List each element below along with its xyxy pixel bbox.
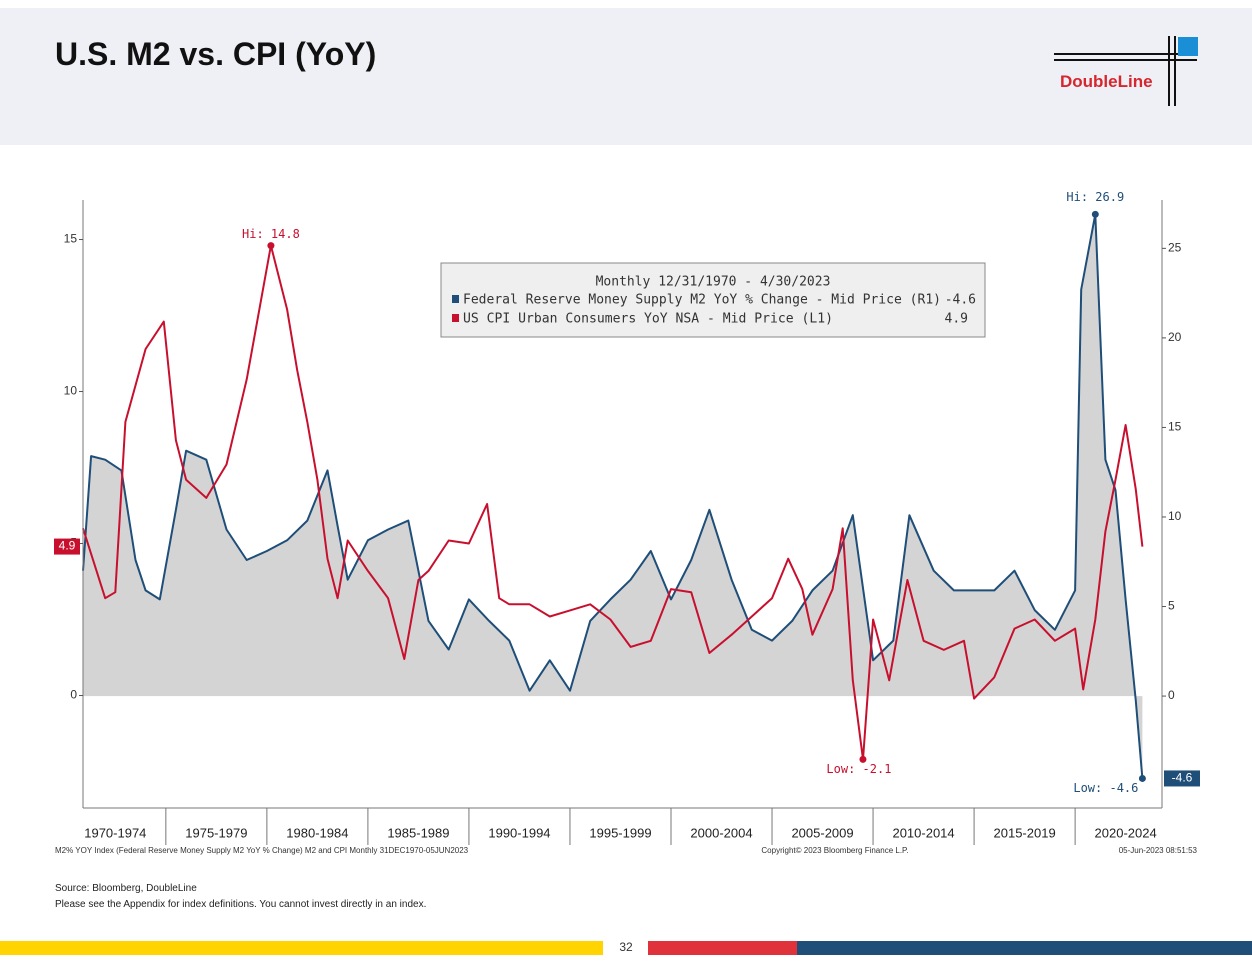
footer-bar [797,941,1252,955]
x-tick-label: 2020-2024 [1095,825,1157,840]
line [82,244,1144,761]
y2-tick-label: 15 [1168,420,1182,434]
legend-last-value: 4.9 [945,312,968,327]
legend-title: Monthly 12/31/1970 - 4/30/2023 [596,275,831,290]
x-tick-label: 1990-1994 [488,825,550,840]
x-tick-label: 1995-1999 [589,825,651,840]
last-value-label: 4.9 [59,539,76,553]
x-tick-label: 1980-1984 [286,825,348,840]
y-tick-label: 10 [64,384,78,398]
annotation-dot [1138,774,1146,782]
y2-tick-label: 10 [1168,509,1182,523]
line [82,213,1144,779]
last-value-box [1164,770,1200,787]
logo-graphic [1054,36,1198,106]
footnote: M2% YOY Index (Federal Reserve Money Sup… [55,846,469,855]
x-tick-label: 2010-2014 [892,825,954,840]
title: U.S. M2 vs. CPI (YoY) [55,36,377,72]
source: Source: Bloomberg, DoubleLine [55,883,197,894]
area [83,214,1143,779]
legend-last-value: -4.6 [945,293,976,308]
footer-bar [0,941,603,955]
page-number: 32 [619,940,633,954]
footnote: 05-Jun-2023 08:51:53 [1119,846,1198,855]
y2-tick-label: 0 [1168,688,1175,702]
annotation: Low: -4.6 [1073,781,1138,795]
x-tick-label: 2015-2019 [994,825,1056,840]
y2-tick-label: 25 [1168,241,1182,255]
last-value-box [54,538,80,555]
footer-bar [648,941,797,955]
x-tick-label: 2005-2009 [791,825,853,840]
header [0,8,1252,145]
legend-box [440,262,986,338]
annotation-dot [859,755,867,763]
legend-entry: Federal Reserve Money Supply M2 YoY % Ch… [463,293,941,308]
legend-entry: US CPI Urban Consumers YoY NSA - Mid Pri… [463,312,833,327]
legend-swatch [452,314,459,322]
logo-text: DoubleLine [1060,72,1153,91]
annotation-dot [267,242,275,250]
disclaimer: Please see the Appendix for index defini… [55,899,427,910]
annotation: Hi: 14.8 [242,227,300,241]
y2-tick-label: 5 [1168,599,1175,613]
x-tick-label: 1970-1974 [84,825,146,840]
x-tick-label: 1975-1979 [185,825,247,840]
annotation: Low: -2.1 [826,762,891,776]
last-value-label: -4.6 [1172,771,1193,785]
chart: Monthly 12/31/1970 - 4/30/2023 Federal R… [54,190,1200,855]
y2-tick-label: 20 [1168,330,1182,344]
legend-swatch [452,295,459,303]
annotation-dot [1091,210,1099,218]
x-tick-label: 1985-1989 [387,825,449,840]
y-tick-label: 15 [64,232,78,246]
y-tick-label: 0 [70,688,77,702]
x-tick-label: 2000-2004 [690,825,752,840]
plot-area [82,213,1144,779]
footnote: Copyright© 2023 Bloomberg Finance L.P. [761,846,908,855]
annotation: Hi: 26.9 [1066,190,1124,204]
